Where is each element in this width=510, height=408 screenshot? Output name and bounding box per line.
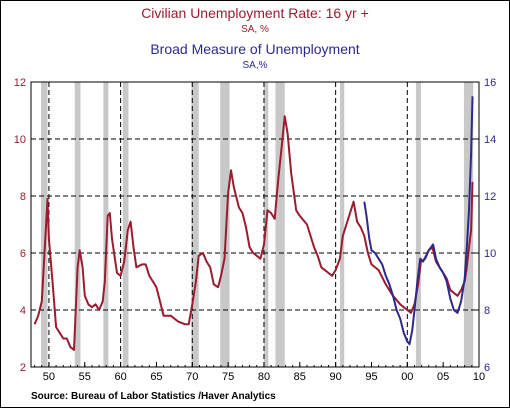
series-line — [33, 115, 474, 351]
chart-subtitle-secondary: SA,% — [242, 60, 267, 71]
y-left-tick-label: 6 — [20, 248, 26, 260]
x-tick-label: 05 — [437, 371, 449, 383]
plot-border — [30, 81, 480, 368]
chart-title-primary: Civilian Unemployment Rate: 16 yr + — [141, 5, 369, 21]
x-tick-label: 80 — [258, 371, 270, 383]
y-right-tick-label: 14 — [484, 134, 496, 146]
chart-title-secondary: Broad Measure of Unemployment — [150, 41, 359, 57]
x-tick-label: 60 — [114, 371, 126, 383]
x-tick-label: 95 — [365, 371, 377, 383]
y-right-tick-label: 6 — [484, 362, 490, 374]
recession-bands — [41, 82, 474, 367]
recession-band — [275, 82, 285, 367]
x-tick-label: 70 — [186, 371, 198, 383]
chart-subtitle-primary: SA, % — [241, 24, 269, 35]
x-tick-label: 10 — [473, 371, 485, 383]
recession-band — [74, 82, 81, 367]
y-right-tick-label: 16 — [484, 77, 496, 89]
chart-titles: Civilian Unemployment Rate: 16 yr + SA, … — [141, 5, 369, 71]
recession-band — [122, 82, 129, 367]
x-tick-label: 90 — [330, 371, 342, 383]
y-left-tick-label: 8 — [20, 191, 26, 203]
y-left-tick-label: 2 — [20, 362, 26, 374]
recession-band — [220, 82, 230, 367]
y-left-tick-label: 4 — [20, 305, 26, 317]
grid-lines — [31, 82, 479, 367]
x-axis: 50 55 60 65 70 75 80 85 90 95 00 05 10 — [34, 362, 485, 383]
recession-band — [41, 82, 48, 367]
series-line — [363, 96, 474, 346]
x-tick-label: 75 — [222, 371, 234, 383]
y-right-tick-label: 8 — [484, 305, 490, 317]
y-axis-left: 2 4 6 8 10 12 — [14, 77, 36, 374]
recession-band — [191, 82, 199, 367]
x-tick-label: 65 — [150, 371, 162, 383]
y-axis-right: 6 8 10 12 14 16 — [474, 77, 496, 374]
recession-band — [339, 82, 345, 367]
source-note: Source: Bureau of Labor Statistics /Have… — [31, 391, 276, 402]
x-tick-label: 85 — [294, 371, 306, 383]
y-left-tick-label: 12 — [14, 77, 26, 89]
y-right-tick-label: 10 — [484, 248, 496, 260]
recession-band — [415, 82, 421, 367]
x-tick-label: 50 — [43, 371, 55, 383]
x-tick-label: 55 — [79, 371, 91, 383]
series-lines — [33, 96, 474, 351]
recession-band — [103, 82, 109, 367]
y-right-tick-label: 12 — [484, 191, 496, 203]
y-left-tick-label: 10 — [14, 134, 26, 146]
x-tick-label: 00 — [401, 371, 413, 383]
